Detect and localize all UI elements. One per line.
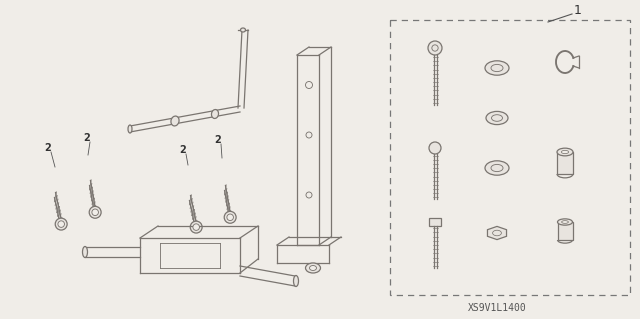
FancyBboxPatch shape — [429, 218, 441, 226]
Circle shape — [306, 132, 312, 138]
Circle shape — [89, 206, 101, 218]
Circle shape — [306, 192, 312, 198]
Circle shape — [224, 211, 236, 223]
Text: 2: 2 — [180, 145, 186, 155]
Ellipse shape — [83, 247, 88, 257]
Text: 2: 2 — [45, 143, 51, 153]
Ellipse shape — [485, 161, 509, 175]
Ellipse shape — [211, 109, 218, 118]
Ellipse shape — [171, 116, 179, 126]
Circle shape — [193, 224, 200, 230]
Bar — [390, 20, 630, 295]
Circle shape — [429, 142, 441, 154]
Ellipse shape — [241, 28, 246, 32]
Polygon shape — [488, 226, 506, 240]
Circle shape — [190, 221, 202, 233]
Ellipse shape — [485, 61, 509, 75]
Ellipse shape — [562, 221, 568, 223]
Ellipse shape — [486, 111, 508, 125]
Text: 2: 2 — [214, 135, 221, 145]
Circle shape — [92, 209, 99, 216]
Ellipse shape — [294, 276, 298, 286]
Circle shape — [305, 81, 312, 88]
Bar — [557, 152, 573, 174]
Ellipse shape — [310, 265, 317, 271]
Bar — [557, 222, 573, 240]
Text: 1: 1 — [574, 4, 582, 17]
Ellipse shape — [491, 164, 503, 172]
Ellipse shape — [557, 148, 573, 156]
Circle shape — [55, 218, 67, 230]
Ellipse shape — [557, 219, 573, 225]
Ellipse shape — [492, 115, 502, 121]
Circle shape — [58, 221, 65, 227]
Text: XS9V1L1400: XS9V1L1400 — [468, 303, 526, 313]
Ellipse shape — [561, 150, 568, 154]
Circle shape — [227, 214, 234, 220]
Ellipse shape — [128, 125, 132, 133]
Circle shape — [428, 41, 442, 55]
Ellipse shape — [305, 263, 321, 273]
Text: 2: 2 — [84, 133, 90, 143]
Ellipse shape — [491, 64, 503, 71]
